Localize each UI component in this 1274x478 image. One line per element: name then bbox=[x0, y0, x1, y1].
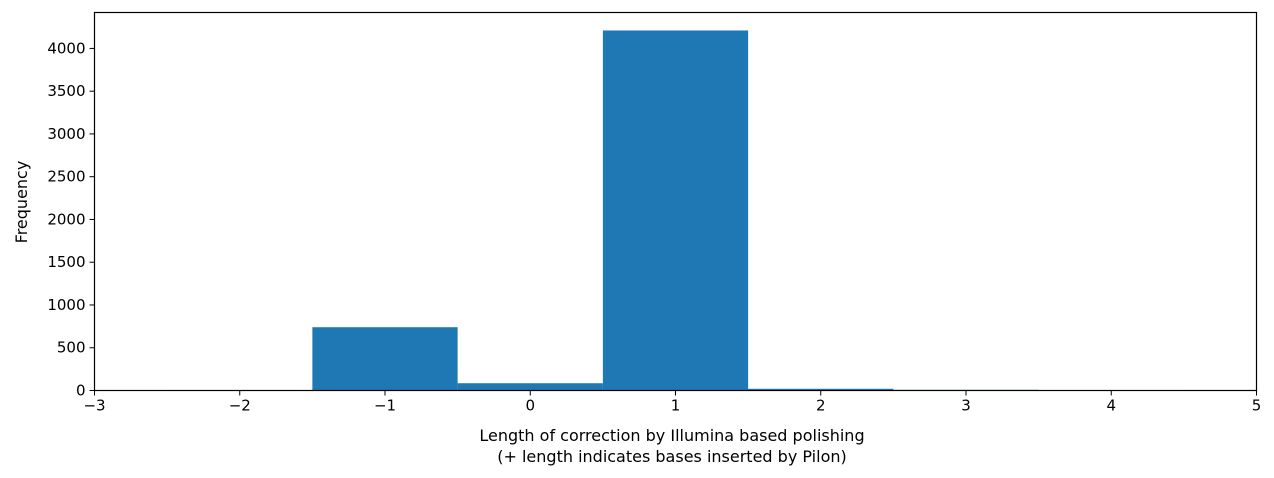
x-tick-label: −2 bbox=[229, 397, 251, 415]
x-axis-label-line-2: (+ length indicates bases inserted by Pi… bbox=[497, 447, 846, 466]
bars-group bbox=[94, 30, 1257, 391]
y-tick-label: 0 bbox=[76, 382, 86, 400]
x-tick-label: −1 bbox=[374, 397, 396, 415]
y-axis-label: Frequency bbox=[12, 161, 31, 244]
y-tick-label: 1500 bbox=[47, 253, 85, 271]
x-tick-label: 1 bbox=[671, 397, 681, 415]
histogram-bar bbox=[748, 388, 894, 391]
y-tick-label: 2500 bbox=[47, 168, 85, 186]
y-tick-label: 3500 bbox=[47, 82, 85, 100]
y-tick-label: 500 bbox=[57, 339, 86, 357]
x-tick-label: −3 bbox=[83, 397, 105, 415]
x-tick-label: 0 bbox=[525, 397, 535, 415]
histogram-bar bbox=[457, 383, 603, 391]
y-tick-label: 3000 bbox=[47, 125, 85, 143]
y-tick-label: 4000 bbox=[47, 39, 85, 57]
x-tick-label: 4 bbox=[1106, 397, 1116, 415]
histogram-bar bbox=[602, 30, 749, 391]
y-axis-ticks: 0 500 1000 1500 2000 2500 3000 3500 4000 bbox=[47, 39, 95, 400]
y-tick-label: 1000 bbox=[47, 296, 85, 314]
histogram-bar bbox=[312, 327, 458, 391]
x-axis-ticks: −3 −2 −1 0 1 2 3 4 5 bbox=[83, 390, 1262, 415]
y-tick-label: 2000 bbox=[47, 210, 85, 228]
x-tick-label: 3 bbox=[961, 397, 971, 415]
x-tick-label: 2 bbox=[816, 397, 826, 415]
x-tick-label: 5 bbox=[1252, 397, 1262, 415]
x-axis-label-line-1: Length of correction by Illumina based p… bbox=[479, 426, 864, 445]
